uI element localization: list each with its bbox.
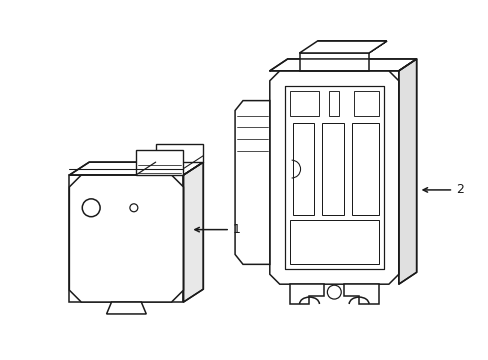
Polygon shape — [322, 123, 344, 215]
Polygon shape — [136, 150, 183, 175]
Text: 2: 2 — [455, 184, 463, 197]
PathPatch shape — [269, 71, 398, 284]
Polygon shape — [353, 91, 378, 116]
Polygon shape — [292, 123, 314, 215]
Polygon shape — [106, 302, 146, 314]
PathPatch shape — [69, 175, 183, 302]
Polygon shape — [299, 53, 368, 71]
Polygon shape — [235, 100, 269, 264]
Polygon shape — [398, 59, 416, 284]
Polygon shape — [289, 284, 324, 304]
Polygon shape — [69, 175, 183, 302]
Polygon shape — [351, 123, 378, 215]
Text: 1: 1 — [233, 223, 241, 236]
Polygon shape — [69, 162, 203, 175]
Polygon shape — [155, 144, 203, 162]
Polygon shape — [299, 41, 386, 53]
Polygon shape — [328, 91, 339, 116]
Polygon shape — [269, 59, 416, 71]
Polygon shape — [289, 91, 319, 116]
Polygon shape — [344, 284, 378, 304]
Polygon shape — [299, 41, 386, 53]
Polygon shape — [183, 162, 203, 302]
Polygon shape — [289, 220, 378, 264]
